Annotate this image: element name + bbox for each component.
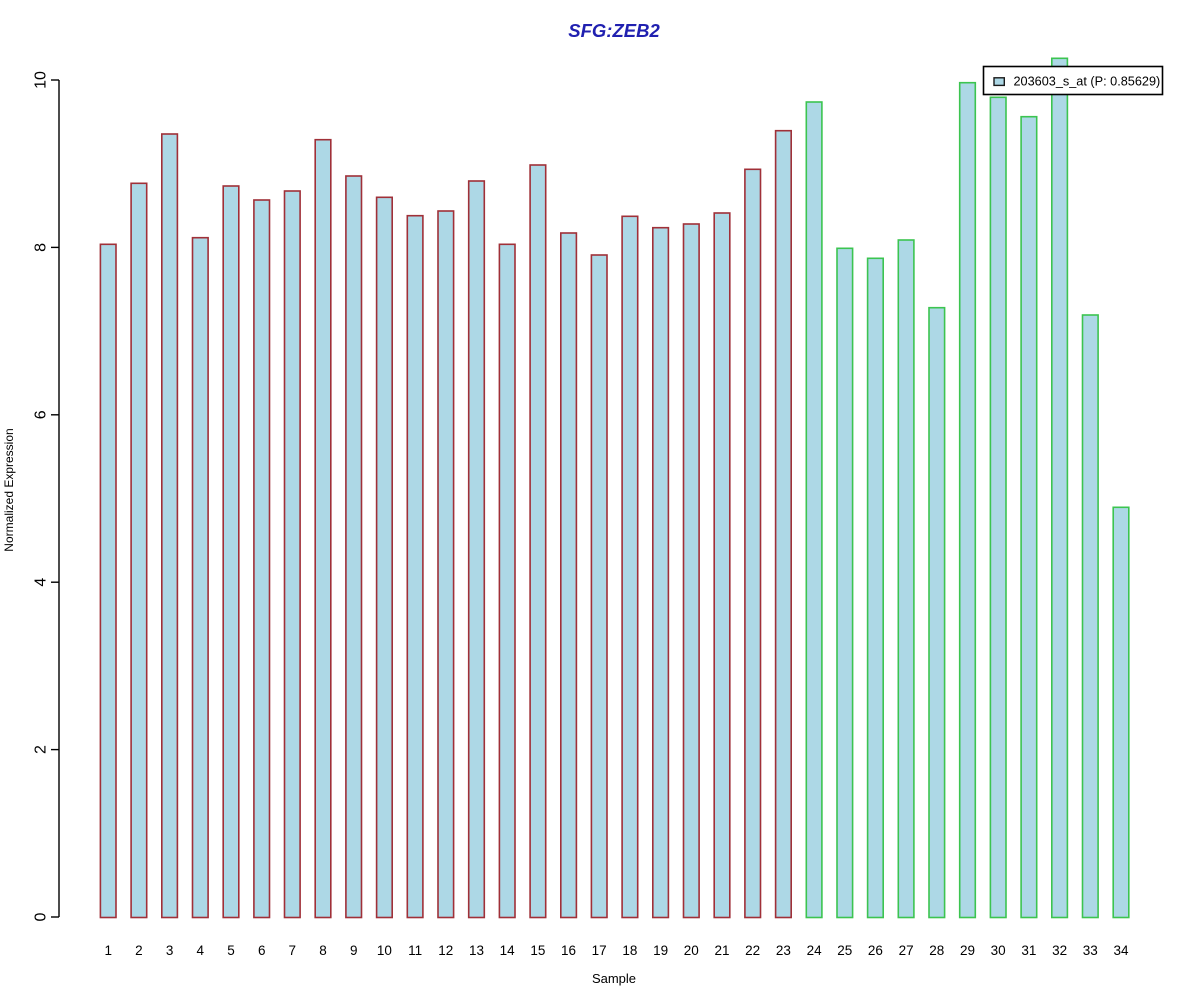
svg-text:7: 7 [289,943,297,958]
svg-text:1: 1 [104,943,112,958]
svg-text:25: 25 [837,943,852,958]
svg-text:6: 6 [258,943,266,958]
svg-text:20: 20 [684,943,699,958]
svg-text:Normalized Expression: Normalized Expression [2,428,16,551]
svg-text:4: 4 [197,943,205,958]
svg-text:10: 10 [377,943,392,958]
svg-text:26: 26 [868,943,883,958]
svg-text:2: 2 [135,943,143,958]
svg-text:5: 5 [227,943,235,958]
svg-text:17: 17 [592,943,607,958]
svg-text:2: 2 [33,745,50,754]
svg-text:22: 22 [745,943,760,958]
svg-text:16: 16 [561,943,576,958]
svg-text:15: 15 [530,943,545,958]
svg-text:29: 29 [960,943,975,958]
svg-text:8: 8 [33,243,50,252]
svg-text:31: 31 [1021,943,1036,958]
svg-text:21: 21 [714,943,729,958]
svg-text:19: 19 [653,943,668,958]
svg-text:18: 18 [622,943,637,958]
svg-text:28: 28 [929,943,944,958]
svg-text:30: 30 [991,943,1006,958]
svg-text:3: 3 [166,943,174,958]
svg-text:203603_s_at (P: 0.85629): 203603_s_at (P: 0.85629) [1014,75,1161,89]
svg-text:13: 13 [469,943,484,958]
svg-text:9: 9 [350,943,358,958]
svg-text:32: 32 [1052,943,1067,958]
svg-text:6: 6 [33,410,50,419]
svg-text:27: 27 [899,943,914,958]
svg-text:11: 11 [408,943,422,958]
svg-text:24: 24 [807,943,823,958]
svg-text:8: 8 [319,943,327,958]
svg-text:Sample: Sample [592,971,636,986]
svg-text:34: 34 [1113,943,1129,958]
svg-text:10: 10 [33,71,50,89]
svg-text:4: 4 [33,578,50,587]
svg-text:23: 23 [776,943,791,958]
svg-text:0: 0 [33,912,50,921]
svg-text:33: 33 [1083,943,1098,958]
svg-text:14: 14 [500,943,516,958]
svg-text:12: 12 [438,943,453,958]
svg-text:SFG:ZEB2: SFG:ZEB2 [568,20,660,41]
